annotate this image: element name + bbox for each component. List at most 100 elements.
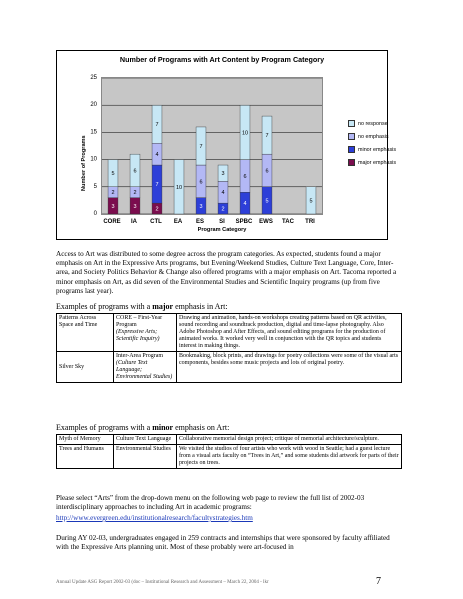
data-label: 10 bbox=[242, 130, 248, 136]
bar-segment bbox=[129, 153, 141, 188]
table-row: Trees and Humans Environmental Studies W… bbox=[56, 444, 402, 469]
data-label: 2 bbox=[221, 207, 224, 213]
bar-segment bbox=[261, 115, 273, 155]
data-label: 6 bbox=[265, 168, 268, 174]
x-tick-label: ES bbox=[196, 219, 204, 225]
label-bold: major bbox=[152, 302, 174, 311]
y-tick-label: 20 bbox=[90, 102, 97, 108]
x-axis: CORE IA CTL EA ES SI SPBC EWS TAC TRI bbox=[103, 219, 315, 225]
data-label: 5 bbox=[111, 171, 114, 177]
y-tick-label: 25 bbox=[90, 75, 97, 81]
table-row: Patterns Across Space and Time CORE – Fi… bbox=[56, 313, 402, 352]
program-description: We visited the studios of four artists w… bbox=[176, 444, 402, 469]
data-label: 6 bbox=[243, 174, 246, 180]
chart-frame: Number of Programs with Art Content by P… bbox=[56, 50, 396, 240]
x-tick-label: TRI bbox=[305, 219, 315, 225]
legend-item: no emphasis bbox=[348, 133, 408, 140]
program-type-text: CORE – First-Year Program bbox=[116, 315, 163, 328]
program-type-text: Inter-Area Program bbox=[116, 353, 164, 359]
legend-swatch-minor bbox=[348, 146, 355, 153]
x-tick-label: EWS bbox=[259, 219, 273, 225]
x-tick-label: EA bbox=[174, 219, 183, 225]
label-bold: minor bbox=[152, 423, 174, 432]
data-label: 3 bbox=[221, 171, 224, 177]
data-label: 7 bbox=[199, 144, 202, 150]
legend-item: major emphasis bbox=[348, 159, 408, 166]
major-examples-label: Examples of programs with a major emphas… bbox=[56, 302, 228, 311]
data-label: 7 bbox=[265, 133, 268, 139]
legend-item: minor emphasis bbox=[348, 146, 408, 153]
data-label: 6 bbox=[199, 179, 202, 185]
x-tick-label: IA bbox=[131, 219, 138, 225]
legend-label: no response bbox=[358, 120, 388, 127]
program-name: Myth of Memory bbox=[56, 434, 114, 445]
x-tick-label: CTL bbox=[150, 219, 162, 225]
y-tick-label: 0 bbox=[94, 211, 98, 217]
data-label: 4 bbox=[221, 190, 224, 196]
chart-title: Number of Programs with Art Content by P… bbox=[119, 55, 325, 64]
program-description: Drawing and animation, hands-on workshop… bbox=[176, 313, 402, 352]
label-suffix: emphasis in Art: bbox=[173, 302, 228, 311]
data-label: 7 bbox=[155, 182, 158, 188]
legend-swatch-major bbox=[348, 159, 355, 166]
legend-label: no emphasis bbox=[358, 133, 389, 140]
y-tick-label: 5 bbox=[94, 184, 98, 190]
x-axis-label: Program Category bbox=[197, 227, 247, 233]
program-type: Culture Text Language bbox=[113, 434, 177, 445]
data-label: 4 bbox=[155, 152, 158, 158]
legend-label: minor emphasis bbox=[358, 146, 397, 153]
y-axis: 0 5 10 15 20 25 bbox=[90, 75, 98, 217]
table-row: Silver Sky Inter-Area Program (Culture Te… bbox=[56, 351, 402, 383]
bar-segment bbox=[195, 126, 207, 166]
legend-swatch-no-response bbox=[348, 120, 355, 127]
data-label: 2 bbox=[111, 190, 114, 196]
paragraph-arts: Please select “Arts” from the drop-down … bbox=[56, 494, 365, 512]
faculty-strategies-link[interactable]: http://www.evergreen.edu/institutionalre… bbox=[56, 514, 253, 522]
data-label: 3 bbox=[133, 204, 136, 210]
legend-item: no response bbox=[348, 120, 408, 127]
label-prefix: Examples of programs with a bbox=[56, 423, 153, 432]
legend-label: major emphasis bbox=[358, 159, 397, 166]
bar-segment bbox=[151, 105, 163, 144]
data-label: 5 bbox=[309, 198, 312, 204]
table-row: Myth of Memory Culture Text Language Col… bbox=[56, 434, 402, 445]
data-label: 2 bbox=[133, 190, 136, 196]
program-name: Silver Sky bbox=[56, 351, 114, 383]
data-label: 4 bbox=[243, 201, 246, 207]
label-suffix: emphasis on Art: bbox=[173, 423, 230, 432]
page-number: 7 bbox=[376, 576, 381, 587]
bar-segment bbox=[107, 159, 119, 187]
data-label: 6 bbox=[133, 168, 136, 174]
bar-segment bbox=[217, 164, 229, 182]
program-type: Environmental Studies bbox=[113, 444, 177, 469]
program-name: Patterns Across Space and Time bbox=[56, 313, 114, 352]
program-areas: (Culture Text Language; Environmental St… bbox=[116, 360, 173, 380]
data-label: 3 bbox=[199, 204, 202, 210]
chart-legend: no response no emphasis minor emphasis m… bbox=[348, 114, 408, 172]
bar-segment bbox=[239, 105, 251, 160]
x-tick-label: SPBC bbox=[236, 219, 253, 225]
program-name: Trees and Humans bbox=[56, 444, 114, 469]
data-label: 5 bbox=[265, 198, 268, 204]
minor-table: Myth of Memory Culture Text Language Col… bbox=[56, 434, 402, 469]
paragraph-contracts: During AY 02-03, undergraduates engaged … bbox=[56, 534, 390, 552]
data-label: 7 bbox=[155, 122, 158, 128]
y-tick-label: 10 bbox=[90, 157, 97, 163]
program-type: CORE – First-Year Program (Expressive Art… bbox=[113, 313, 177, 352]
data-label: 3 bbox=[111, 204, 114, 210]
data-label: 2 bbox=[155, 207, 158, 213]
y-tick-label: 15 bbox=[90, 129, 97, 135]
bar-chart: 3 2 5 3 2 6 2 7 4 7 10 3 6 7 2 4 3 4 6 10 5 6 7 5 bbox=[102, 77, 322, 215]
program-description: Bookmaking, block prints, and drawings f… bbox=[176, 351, 402, 383]
page-footer: Annual Update ASG Report 2002-03 (doc – … bbox=[56, 580, 269, 585]
major-table: Patterns Across Space and Time CORE – Fi… bbox=[56, 313, 402, 383]
x-tick-label: TAC bbox=[282, 219, 295, 225]
program-areas: (Expressive Arts; Scientific Inquiry) bbox=[116, 329, 160, 342]
data-label: 10 bbox=[176, 185, 182, 191]
x-tick-label: CORE bbox=[103, 219, 120, 225]
program-type: Inter-Area Program (Culture Text Language… bbox=[113, 351, 177, 383]
legend-swatch-no-emphasis bbox=[348, 133, 355, 140]
program-description: Collaborative memorial design project; c… bbox=[176, 434, 402, 445]
paragraph-access: Access to Art was distributed to some de… bbox=[56, 250, 397, 295]
x-tick-label: SI bbox=[219, 219, 225, 225]
